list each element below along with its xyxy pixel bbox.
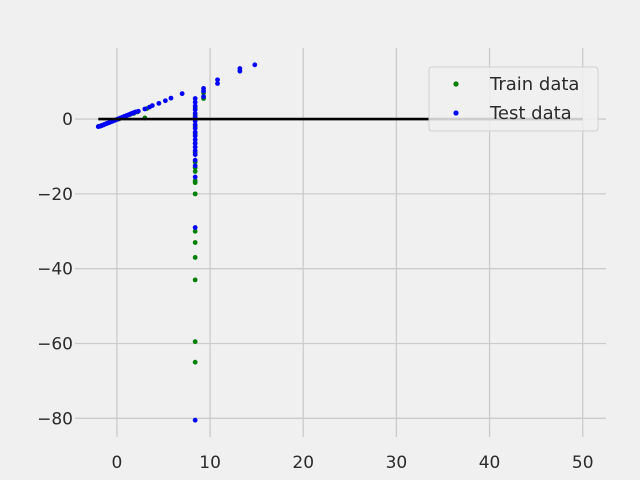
test-point [192,133,198,139]
test-point [192,137,198,143]
test-point [201,94,206,100]
data-points [95,62,258,423]
test-point [192,417,198,423]
test-point [149,103,155,109]
legend: Train data Test data [428,66,599,132]
x-tick-label: 10 [199,453,221,473]
test-point [192,122,198,128]
test-point [192,148,198,154]
test-point [162,98,168,104]
tick-labels: 0 10 20 30 40 50 −80 −60 −40 −20 0 [37,110,593,473]
x-tick-label: 50 [572,453,594,473]
test-point [192,157,198,163]
test-point [192,99,198,105]
test-point [192,107,198,113]
test-point [168,95,174,101]
test-point [215,77,220,83]
test-point [192,103,198,109]
train-point [192,169,198,174]
test-point [192,225,198,230]
train-point [192,255,198,260]
test-point [192,174,198,180]
y-tick-label: 0 [62,110,73,130]
test-point [252,62,258,68]
legend-marker [453,110,459,116]
test-point [142,106,148,112]
x-tick-label: 40 [479,453,501,473]
train-point [192,339,198,345]
x-tick-label: 0 [112,453,123,473]
test-point [192,140,198,146]
train-point [192,277,198,283]
test-point [237,66,243,71]
x-tick-label: 30 [386,453,408,473]
test-point [215,81,220,86]
test-point [135,108,141,114]
y-tick-label: −20 [37,185,73,205]
train-point [192,240,198,245]
x-tick-label: 20 [292,453,314,473]
train-point [192,180,198,186]
test-point [192,96,198,101]
test-point [156,100,162,106]
legend-box [428,66,599,132]
test-point [192,163,198,169]
train-point [192,191,198,197]
test-point [192,126,198,131]
legend-label: Test data [489,103,572,124]
y-tick-label: −60 [37,334,73,354]
y-tick-label: −40 [37,260,73,280]
legend-marker [453,81,459,87]
test-point [192,111,198,116]
test-point [192,152,198,158]
y-tick-label: −80 [37,409,73,429]
test-point [192,129,198,135]
train-point [192,228,198,234]
train-point [192,359,198,365]
legend-label: Train data [489,74,579,95]
test-point [179,91,185,97]
test-point [192,144,198,150]
test-point [201,85,206,91]
